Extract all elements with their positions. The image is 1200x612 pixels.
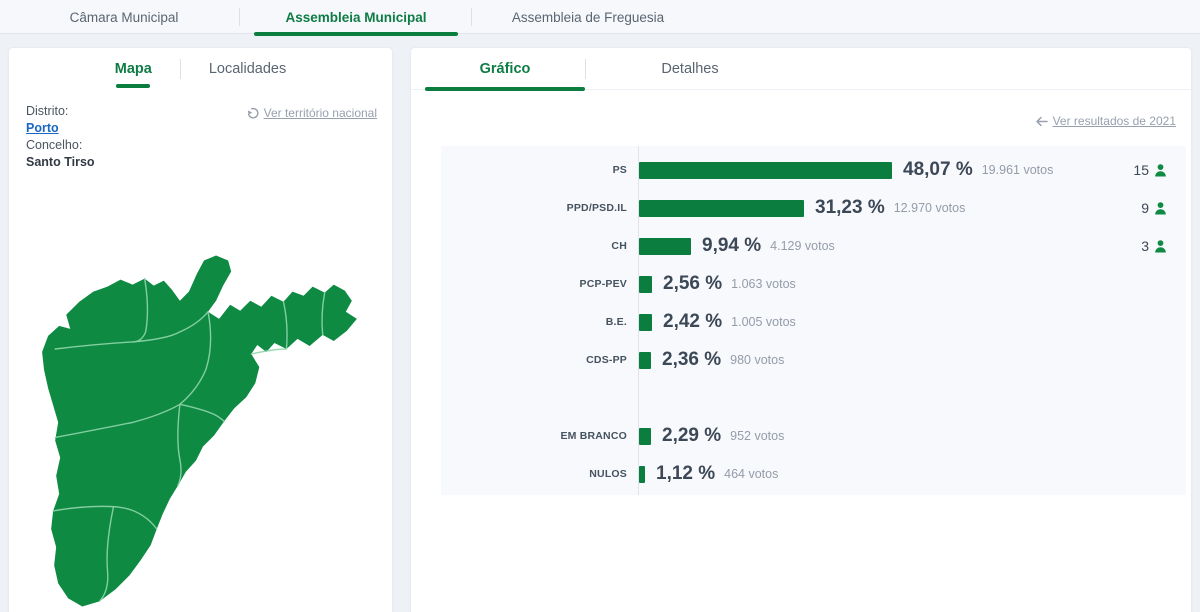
- results-panel-tabs: Gráfico Detalhes: [411, 48, 1191, 91]
- chart-row: CDS-PP 2,36 % 980 votos: [441, 341, 1186, 379]
- tab-detalhes[interactable]: Detalhes: [586, 48, 794, 90]
- map-panel: Mapa Localidades Distrito: Porto Concelh…: [8, 47, 393, 612]
- tab-label: Mapa: [114, 61, 152, 77]
- tab-divider: [179, 59, 181, 79]
- result-bar[interactable]: [639, 275, 652, 293]
- person-icon: [1155, 239, 1166, 252]
- municipality-map[interactable]: [27, 236, 379, 612]
- tab-grafico[interactable]: Gráfico: [425, 48, 585, 91]
- chart-row: B.E. 2,42 % 1.005 votos: [441, 303, 1186, 341]
- view-national-territory-link[interactable]: Ver território nacional: [246, 106, 377, 120]
- tab-label: Localidades: [208, 61, 287, 77]
- percentage-value: 9,94 %: [702, 235, 762, 256]
- restore-icon: [247, 107, 259, 119]
- active-tab-underline: [116, 84, 151, 88]
- chart-row: EM BRANCO 2,29 % 952 votos: [441, 417, 1186, 455]
- percentage-value: 2,29 %: [662, 425, 722, 446]
- arrow-left-icon: [1035, 116, 1048, 126]
- chart-row: PPD/PSD.IL 31,23 % 12.970 votos 9: [441, 189, 1186, 227]
- party-label: CDS-PP: [586, 354, 627, 366]
- seat-count: 9: [1141, 200, 1149, 216]
- chart-rows: PS 48,07 % 19.961 votos 15 PPD/PSD.IL 31…: [441, 151, 1186, 493]
- chart-row: CH 9,94 % 4.129 votos 3: [441, 227, 1186, 265]
- party-label: NULOS: [589, 468, 627, 480]
- active-tab-underline: [425, 86, 585, 91]
- party-label: B.E.: [605, 316, 627, 328]
- result-bar[interactable]: [639, 313, 652, 331]
- chart-row: NULOS 1,12 % 464 votos: [441, 455, 1186, 493]
- map-panel-tabs: Mapa Localidades: [9, 48, 392, 90]
- top-tab-bar: Câmara Municipal Assembleia Municipal As…: [0, 0, 1200, 36]
- seats-group: 3: [1141, 238, 1168, 254]
- district-link[interactable]: Porto: [26, 121, 59, 135]
- votes-value: 1.005 votos: [731, 315, 796, 329]
- results-bar-chart: PS 48,07 % 19.961 votos 15 PPD/PSD.IL 31…: [441, 146, 1186, 495]
- result-bar[interactable]: [639, 465, 645, 483]
- votes-value: 4.129 votos: [770, 239, 835, 253]
- tab-label: Câmara Municipal: [69, 9, 179, 25]
- results-panel: Gráfico Detalhes Ver resultados de 2021 …: [410, 47, 1192, 612]
- tab-divider: [585, 58, 586, 79]
- active-tab-underline: [254, 32, 458, 36]
- tab-label: Assembleia de Freguesia: [511, 9, 665, 25]
- percentage-value: 2,36 %: [662, 349, 722, 370]
- percentage-value: 2,42 %: [663, 311, 723, 332]
- party-label: PS: [612, 164, 627, 176]
- location-meta: Distrito: Porto Concelho: Santo Tirso: [26, 103, 95, 171]
- votes-value: 19.961 votos: [981, 163, 1054, 177]
- seat-count: 3: [1141, 238, 1149, 254]
- tab-label: Gráfico: [479, 60, 531, 77]
- result-bar[interactable]: [639, 351, 651, 369]
- votes-value: 464 votos: [724, 467, 779, 481]
- seats-group: 15: [1133, 162, 1168, 178]
- percentage-value: 31,23 %: [815, 197, 885, 218]
- result-bar[interactable]: [639, 427, 651, 445]
- district-label: Distrito:: [26, 104, 69, 118]
- person-icon: [1155, 163, 1166, 176]
- tab-localidades[interactable]: Localidades: [181, 48, 314, 90]
- santo-tirso-map-svg: [42, 255, 357, 607]
- votes-value: 12.970 votos: [893, 201, 966, 215]
- top-tabs: Câmara Municipal Assembleia Municipal As…: [8, 0, 704, 36]
- party-label: EM BRANCO: [560, 430, 627, 442]
- party-label: PCP-PEV: [579, 278, 627, 290]
- result-bar[interactable]: [639, 237, 691, 255]
- council-label: Concelho:: [26, 138, 83, 152]
- tab-label: Detalhes: [661, 60, 719, 77]
- seat-count: 15: [1133, 162, 1149, 178]
- seats-group: 9: [1141, 200, 1168, 216]
- party-label: CH: [611, 240, 627, 252]
- chart-row: PCP-PEV 2,56 % 1.063 votos: [441, 265, 1186, 303]
- view-2021-results-link[interactable]: Ver resultados de 2021: [1035, 114, 1176, 128]
- parish-boundaries: [52, 277, 326, 603]
- chart-axis-line: [638, 146, 639, 495]
- party-label: PPD/PSD.IL: [566, 202, 627, 214]
- percentage-value: 2,56 %: [663, 273, 723, 294]
- tab-assembleia-de-freguesia[interactable]: Assembleia de Freguesia: [472, 0, 704, 34]
- votes-value: 952 votos: [730, 429, 785, 443]
- percentage-value: 48,07 %: [903, 159, 973, 180]
- result-bar[interactable]: [639, 199, 804, 217]
- tab-mapa[interactable]: Mapa: [87, 48, 180, 90]
- tab-assembleia-municipal[interactable]: Assembleia Municipal: [240, 0, 472, 36]
- link-label: Ver resultados de 2021: [1052, 114, 1176, 128]
- result-bar[interactable]: [639, 161, 892, 179]
- tab-divider: [471, 8, 472, 26]
- council-value: Santo Tirso: [26, 155, 95, 169]
- percentage-value: 1,12 %: [656, 463, 716, 484]
- votes-value: 980 votos: [730, 353, 785, 367]
- person-icon: [1155, 201, 1166, 214]
- link-label: Ver território nacional: [263, 106, 377, 120]
- votes-value: 1.063 votos: [731, 277, 796, 291]
- chart-row: PS 48,07 % 19.961 votos 15: [441, 151, 1186, 189]
- tab-camara-municipal[interactable]: Câmara Municipal: [8, 0, 240, 34]
- tab-divider: [239, 8, 240, 26]
- tab-label: Assembleia Municipal: [285, 9, 427, 25]
